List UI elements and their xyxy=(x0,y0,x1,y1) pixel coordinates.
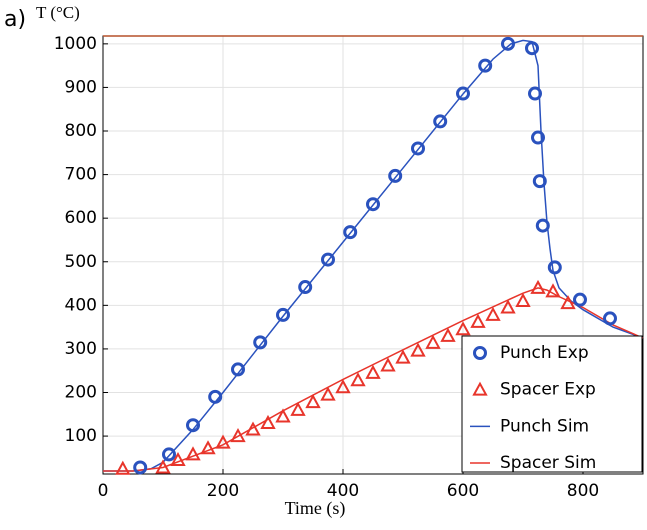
data-point xyxy=(253,335,268,350)
data-point xyxy=(395,349,411,364)
y-tick-label: 500 xyxy=(65,252,97,272)
x-axis-label: Time (s) xyxy=(285,498,346,519)
x-tick-label: 0 xyxy=(98,481,109,501)
y-tick-label: 800 xyxy=(65,121,97,141)
y-tick-label: 100 xyxy=(65,426,97,446)
data-point xyxy=(528,86,542,101)
data-point xyxy=(200,440,216,455)
legend-label: Spacer Exp xyxy=(500,380,596,400)
data-point xyxy=(260,414,276,430)
data-point xyxy=(411,141,425,156)
data-point xyxy=(470,313,486,328)
data-point xyxy=(215,434,231,449)
legend-swatch xyxy=(472,381,488,396)
data-point xyxy=(525,41,539,56)
data-point xyxy=(478,58,493,73)
data-point xyxy=(532,174,547,189)
data-point xyxy=(133,460,148,475)
data-point xyxy=(388,168,403,183)
y-tick-label: 200 xyxy=(65,383,97,403)
data-point xyxy=(298,280,313,295)
data-point xyxy=(231,362,245,377)
data-point xyxy=(425,334,441,349)
data-point xyxy=(245,421,261,436)
data-point xyxy=(162,447,176,462)
y-tick-label: 600 xyxy=(65,208,97,228)
data-point xyxy=(515,292,531,307)
data-point xyxy=(208,389,223,404)
legend-label: Spacer Sim xyxy=(500,453,596,473)
data-point xyxy=(321,252,335,267)
data-point xyxy=(530,279,546,294)
data-point xyxy=(603,311,617,326)
y-axis-label: T (°C) xyxy=(36,3,80,22)
data-point xyxy=(560,295,576,310)
data-point xyxy=(531,130,545,145)
y-tick-label: 1000 xyxy=(54,34,97,54)
data-point xyxy=(275,408,291,423)
data-point xyxy=(343,225,358,240)
x-tick-label: 200 xyxy=(207,481,239,501)
legend-label: Punch Sim xyxy=(500,416,589,436)
data-point xyxy=(410,342,426,357)
data-point xyxy=(547,260,562,275)
y-tick-label: 300 xyxy=(65,339,97,359)
data-point xyxy=(186,418,200,433)
x-tick-label: 800 xyxy=(567,481,599,501)
data-point xyxy=(455,321,471,336)
data-point xyxy=(456,86,470,101)
y-tick-label: 900 xyxy=(65,77,97,97)
data-point xyxy=(335,379,351,394)
data-point xyxy=(500,299,516,314)
data-point xyxy=(115,460,131,475)
data-point xyxy=(155,459,171,474)
legend-swatch xyxy=(473,346,487,360)
x-tick-label: 600 xyxy=(447,481,479,501)
data-point xyxy=(380,357,396,372)
y-tick-label: 400 xyxy=(65,295,97,315)
data-point xyxy=(305,394,321,409)
data-point xyxy=(573,292,587,307)
data-point xyxy=(290,401,306,416)
data-point xyxy=(501,36,515,51)
data-point xyxy=(185,446,201,461)
data-point xyxy=(440,327,456,342)
data-point xyxy=(170,451,186,467)
legend-box xyxy=(461,335,643,473)
panel-label: a) xyxy=(4,7,26,32)
data-point xyxy=(276,307,290,322)
legend-label: Punch Exp xyxy=(500,343,589,363)
data-point xyxy=(433,114,448,129)
data-point xyxy=(365,364,381,379)
data-point xyxy=(545,283,561,298)
data-point xyxy=(230,427,246,443)
data-point xyxy=(366,197,380,212)
data-point xyxy=(320,386,336,401)
data-point xyxy=(350,372,366,387)
y-tick-label: 700 xyxy=(65,165,97,185)
data-point xyxy=(535,218,550,233)
x-tick-label: 400 xyxy=(327,481,359,501)
data-point xyxy=(485,306,501,321)
